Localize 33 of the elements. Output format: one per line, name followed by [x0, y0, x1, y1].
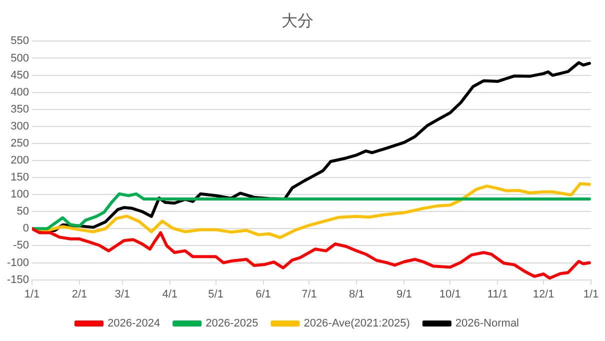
x-tick-label: 3/1 [114, 288, 130, 300]
legend-label: 2026-Normal [455, 318, 520, 330]
y-tick-label: 50 [16, 206, 30, 218]
x-tick-label: 4/1 [162, 288, 178, 300]
y-tick-label: 500 [10, 52, 30, 64]
legend-label: 2026-2025 [206, 318, 258, 330]
legend-label: 2026-Ave(2021:2025) [304, 318, 410, 330]
y-tick-label: 200 [10, 154, 30, 167]
y-tick-label: 100 [10, 188, 30, 201]
x-tick-label: 11/1 [487, 288, 508, 300]
x-tick-label: 9/1 [396, 288, 412, 300]
y-tick-label: 350 [10, 103, 30, 116]
y-tick-label: 400 [10, 86, 30, 98]
legend-label: 2026-2024 [107, 318, 160, 330]
y-tick-label: 0 [22, 222, 30, 235]
x-tick-label: 5/1 [208, 288, 224, 300]
x-tick-label: 1/1 [24, 288, 40, 300]
y-tick-label: 250 [10, 137, 30, 150]
y-tick-label: -50 [13, 240, 30, 252]
y-tick-label: 150 [10, 172, 30, 184]
x-tick-label: 6/1 [256, 288, 271, 300]
x-tick-label: 7/1 [302, 288, 317, 300]
y-tick-label: 550 [10, 35, 30, 48]
chart-title: 大分 [282, 12, 314, 30]
y-tick-label: 300 [10, 120, 30, 132]
y-tick-label: -100 [6, 256, 30, 269]
y-tick-label: -150 [6, 274, 30, 286]
y-tick-label: 450 [10, 69, 30, 82]
x-tick-label: 1/1 [583, 288, 599, 300]
x-tick-label: 10/1 [439, 288, 461, 300]
x-tick-label: 2/1 [72, 288, 88, 300]
x-tick-label: 12/1 [532, 288, 554, 300]
x-tick-label: 8/1 [349, 288, 364, 300]
